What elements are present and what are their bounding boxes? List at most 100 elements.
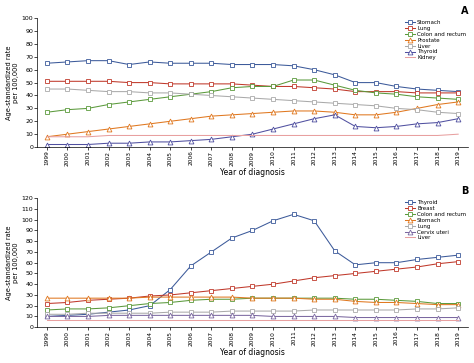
Liver — [229, 318, 235, 322]
Thyroid — [147, 140, 153, 144]
Stomach — [147, 60, 153, 64]
Colon and rectum — [126, 303, 132, 308]
Cervix uteri — [456, 315, 461, 320]
Kidney — [393, 133, 399, 138]
Colon and rectum — [229, 297, 235, 301]
Liver — [456, 318, 461, 322]
Kidney — [435, 133, 440, 138]
Colon and rectum — [456, 301, 461, 306]
Lung — [435, 307, 440, 311]
Cervix uteri — [64, 314, 70, 319]
Thyroid — [188, 138, 194, 143]
Liver — [353, 102, 358, 107]
Lung — [393, 308, 399, 312]
Liver — [229, 95, 235, 99]
Breast — [270, 282, 276, 286]
Breast — [393, 267, 399, 271]
Liver — [64, 87, 70, 91]
Liver — [291, 318, 296, 322]
Lung — [188, 82, 194, 86]
Cervix uteri — [435, 315, 440, 320]
Colon and rectum — [188, 298, 194, 302]
Lung — [209, 82, 214, 86]
Legend: Stomach, Lung, Colon and rectum, Prostate, Liver, Thyroid, Kidney: Stomach, Lung, Colon and rectum, Prostat… — [404, 19, 467, 61]
Breast — [250, 284, 255, 289]
Lung — [270, 309, 276, 313]
Lung — [393, 89, 399, 94]
Stomach — [147, 295, 153, 299]
Liver — [250, 318, 255, 322]
Colon and rectum — [85, 307, 91, 311]
Line: Thyroid: Thyroid — [45, 113, 461, 147]
X-axis label: Year of diagnosis: Year of diagnosis — [220, 348, 285, 358]
Lung — [311, 86, 317, 90]
Liver — [85, 318, 91, 322]
Liver — [414, 318, 420, 322]
Thyroid — [414, 122, 420, 126]
Liver — [64, 318, 70, 322]
Prostate — [332, 110, 337, 114]
Colon and rectum — [393, 92, 399, 97]
Thyroid — [435, 121, 440, 125]
Colon and rectum — [250, 296, 255, 300]
Stomach — [373, 300, 379, 305]
Lung — [147, 81, 153, 85]
Lung — [167, 310, 173, 314]
Line: Colon and rectum: Colon and rectum — [45, 296, 460, 312]
Thyroid — [250, 132, 255, 136]
Lung — [147, 311, 153, 315]
Thyroid — [250, 228, 255, 233]
Liver — [270, 318, 276, 322]
Cervix uteri — [209, 313, 214, 318]
Thyroid — [353, 124, 358, 129]
Stomach — [209, 61, 214, 65]
Colon and rectum — [250, 84, 255, 89]
Colon and rectum — [311, 78, 317, 82]
Prostate — [373, 113, 379, 117]
Liver — [44, 87, 50, 91]
Cervix uteri — [353, 315, 358, 320]
Stomach — [126, 296, 132, 300]
Colon and rectum — [209, 297, 214, 301]
Kidney — [85, 135, 91, 139]
Thyroid — [414, 257, 420, 262]
Thyroid — [311, 219, 317, 223]
Stomach — [291, 64, 296, 68]
Thyroid — [373, 126, 379, 130]
Lung — [456, 306, 461, 310]
Cervix uteri — [250, 313, 255, 318]
Liver — [291, 98, 296, 103]
Liver — [270, 97, 276, 102]
Lung — [44, 79, 50, 83]
Thyroid — [291, 122, 296, 126]
Lung — [414, 91, 420, 95]
Stomach — [106, 296, 111, 300]
Cervix uteri — [270, 314, 276, 319]
Thyroid — [456, 117, 461, 121]
Cervix uteri — [291, 314, 296, 319]
Stomach — [414, 301, 420, 306]
Lung — [332, 308, 337, 312]
Kidney — [147, 133, 153, 138]
Stomach — [229, 62, 235, 67]
Stomach — [435, 302, 440, 307]
Colon and rectum — [44, 110, 50, 114]
Breast — [64, 300, 70, 305]
Colon and rectum — [373, 297, 379, 301]
Stomach — [332, 297, 337, 301]
Stomach — [270, 62, 276, 67]
Prostate — [64, 132, 70, 136]
Lung — [414, 307, 420, 311]
Stomach — [188, 295, 194, 299]
Liver — [167, 91, 173, 95]
Stomach — [250, 296, 255, 300]
Prostate — [188, 117, 194, 121]
Stomach — [85, 296, 91, 300]
Liver — [147, 318, 153, 322]
Stomach — [373, 81, 379, 85]
Colon and rectum — [188, 92, 194, 97]
Breast — [126, 296, 132, 300]
Thyroid — [167, 140, 173, 144]
Stomach — [64, 60, 70, 64]
Thyroid — [270, 219, 276, 223]
